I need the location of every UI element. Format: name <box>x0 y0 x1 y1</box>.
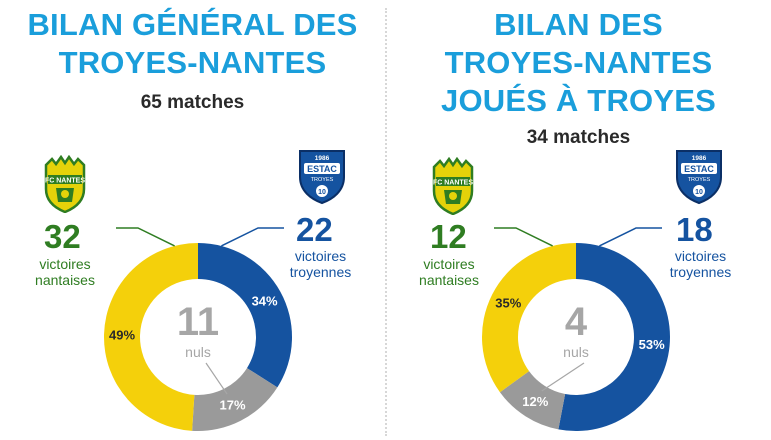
draws-leader-line <box>205 362 228 395</box>
crest-name: ESTAC <box>684 164 714 174</box>
fc-nantes-crest-icon: FC NANTES <box>42 154 88 218</box>
pct-label-nantes: 35% <box>495 295 521 310</box>
troyes-wins-count: 18 <box>676 211 713 248</box>
nantes-leader-line <box>494 227 553 247</box>
troyes-wins-label: victoires troyennes <box>669 248 732 280</box>
title-line: TROYES-NANTES <box>444 45 713 80</box>
crest-city: TROYES <box>311 177 334 183</box>
title-line: TROYES-NANTES <box>58 45 327 80</box>
troyes-leader-line <box>599 227 662 247</box>
crest-year: 1986 <box>692 155 707 162</box>
estac-troyes-crest-icon: 1986 ESTAC TROYES 10 <box>297 147 347 210</box>
panel-overall: BILAN GÉNÉRAL DES TROYES-NANTES 65 match… <box>0 0 385 440</box>
slice-troyes <box>558 243 671 432</box>
match-count: 65 matches <box>140 92 245 113</box>
estac-troyes-crest-icon: 1986 ESTAC TROYES 10 <box>674 147 724 210</box>
nantes-leader-line <box>116 227 175 247</box>
nantes-wins-label: victoires nantaises <box>419 256 479 288</box>
troyes-wins-label: victoires troyennes <box>289 248 352 280</box>
troyes-leader-line <box>221 227 284 247</box>
title-line: BILAN GÉNÉRAL DES <box>27 7 358 42</box>
crest-city: TROYES <box>688 177 711 183</box>
nantes-wins-count: 32 <box>44 218 81 255</box>
crest-year: 1986 <box>315 155 330 162</box>
crest-number: 10 <box>695 189 703 196</box>
pct-label-troyes: 53% <box>639 337 665 352</box>
fc-nantes-crest-icon: FC NANTES <box>430 156 476 220</box>
pct-label-nuls: 12% <box>522 394 548 409</box>
panel-divider <box>385 8 387 436</box>
nantes-wins-label: victoires nantaises <box>35 256 95 288</box>
title-line: BILAN DES <box>494 7 663 42</box>
crest-text: FC NANTES <box>45 178 85 185</box>
crest-number: 10 <box>318 189 326 196</box>
pct-label-troyes: 34% <box>252 293 278 308</box>
chart-title: BILAN GÉNÉRAL DES TROYES-NANTES <box>0 6 385 82</box>
chart-title: BILAN DES TROYES-NANTES JOUÉS À TROYES <box>386 6 771 120</box>
crest-text: FC NANTES <box>433 180 473 187</box>
match-count: 34 matches <box>526 127 631 148</box>
slice-nuls <box>192 368 278 431</box>
nantes-wins-count: 12 <box>430 218 467 255</box>
title-line: JOUÉS À TROYES <box>441 83 716 118</box>
draws-leader-line <box>541 362 585 392</box>
draws-label: nuls <box>563 344 589 360</box>
pct-label-nantes: 49% <box>109 328 135 343</box>
panel-at-troyes: BILAN DES TROYES-NANTES JOUÉS À TROYES 3… <box>386 0 771 440</box>
draws-count: 11 <box>177 300 219 344</box>
pct-label-nuls: 17% <box>219 398 245 413</box>
slice-troyes <box>198 243 292 388</box>
slice-nantes <box>482 243 576 393</box>
draws-label: nuls <box>185 344 211 360</box>
slice-nantes <box>103 243 198 431</box>
draws-count: 4 <box>565 300 588 344</box>
troyes-wins-count: 22 <box>296 211 333 248</box>
slice-nuls <box>499 371 566 430</box>
crest-name: ESTAC <box>307 164 337 174</box>
